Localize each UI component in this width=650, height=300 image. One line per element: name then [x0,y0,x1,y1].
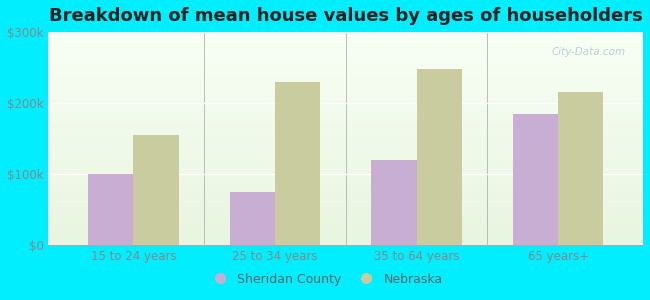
Title: Breakdown of mean house values by ages of householders: Breakdown of mean house values by ages o… [49,7,643,25]
Bar [229,192,275,245]
Bar [558,92,603,245]
Bar [133,135,179,245]
Legend: Sheridan County, Nebraska: Sheridan County, Nebraska [202,268,448,291]
Bar [513,114,558,245]
Text: City-Data.com: City-Data.com [551,47,625,57]
Bar [417,69,462,245]
Bar [371,160,417,245]
Bar [88,174,133,245]
Bar [275,82,320,245]
